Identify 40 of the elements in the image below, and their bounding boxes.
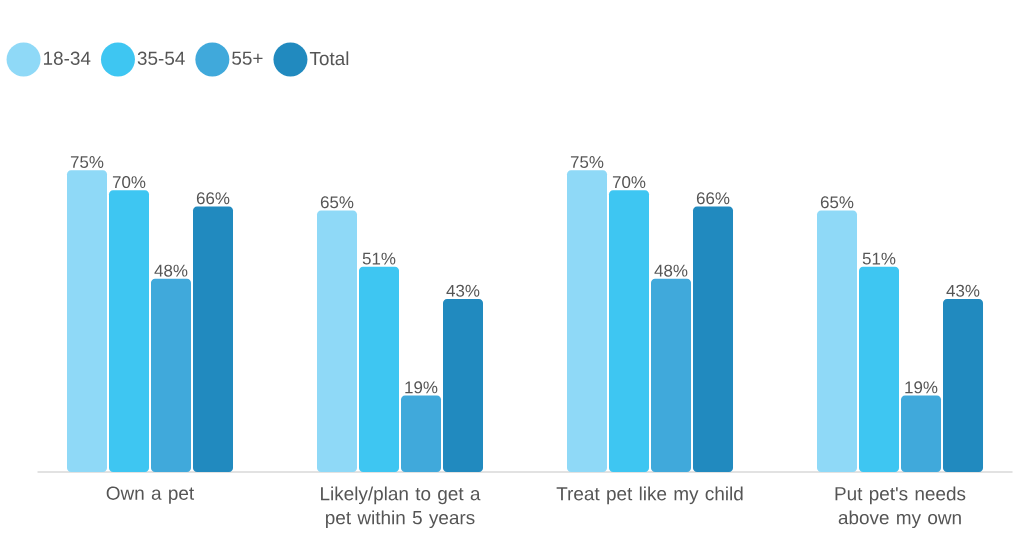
x-tick-label: Treat pet like my child [556,486,743,505]
bar [609,190,650,472]
bar [693,206,734,472]
legend-label: 35-54 [137,51,185,65]
data-label: 70% [612,176,646,189]
legend-label: Total [309,51,349,66]
data-label: 51% [862,252,896,265]
data-label: 48% [154,264,188,277]
bar [109,190,149,472]
data-label: 66% [696,192,730,205]
data-label: 48% [654,264,688,277]
data-label: 75% [570,156,604,168]
bar [151,278,191,472]
x-tick-label: Put pet's needs above my own [835,486,966,529]
bar [193,206,233,472]
bar [901,395,942,472]
data-label: 65% [320,196,354,209]
data-label: 65% [820,196,854,209]
bar [401,395,441,472]
x-tick-label: Own a pet [106,486,195,504]
bar [443,298,483,472]
x-tick-label: Likely/plan to get a pet within 5 years [321,486,481,529]
data-label: 70% [112,176,146,189]
data-label: 43% [946,284,980,297]
legend-label: 55+ [232,51,263,65]
bar [651,278,692,472]
bar [943,298,984,472]
bar [567,170,608,472]
data-label: 75% [70,156,104,168]
bar [317,210,357,472]
data-label: 66% [196,192,230,205]
data-label: 43% [446,284,480,297]
data-label: 19% [405,381,438,394]
bar [817,210,858,472]
bar [359,266,399,472]
bar [859,266,900,472]
bar [67,170,107,472]
data-label: 19% [905,381,938,394]
legend-label: 18-34 [43,51,91,65]
data-label: 51% [362,252,396,265]
